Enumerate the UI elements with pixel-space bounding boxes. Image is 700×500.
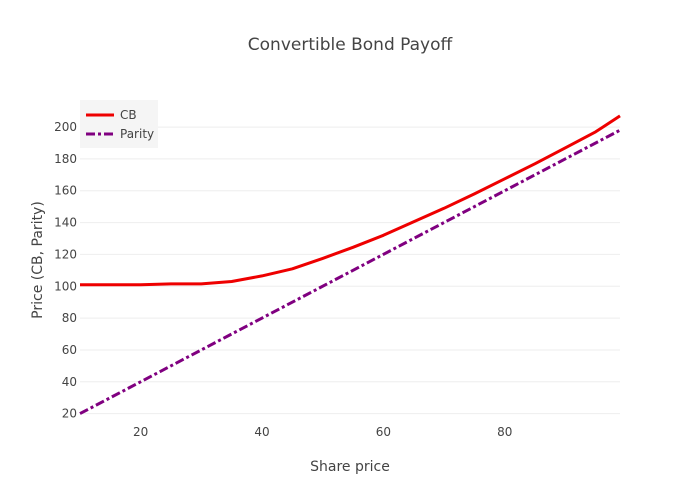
- y-tick-label: 20: [62, 407, 77, 421]
- y-tick-label: 80: [62, 311, 77, 325]
- y-tick-label: 200: [54, 120, 77, 134]
- series-lines: [79, 114, 621, 415]
- y-tick-label: 160: [54, 184, 77, 198]
- legend-background: [80, 100, 158, 148]
- legend-label-parity[interactable]: Parity: [120, 127, 154, 141]
- x-tick-label: 20: [133, 425, 148, 439]
- x-tick-labels: 20 40 60 80: [133, 425, 512, 439]
- legend[interactable]: CB Parity: [80, 100, 158, 148]
- y-tick-label: 140: [54, 216, 77, 230]
- gridlines: [80, 126, 620, 415]
- series-line-cb: [80, 114, 621, 287]
- y-tick-labels: 20 40 60 80 100 120 140 160 180 200: [54, 120, 77, 421]
- x-tick-label: 40: [254, 425, 269, 439]
- y-axis-title: Price (CB, Parity): [30, 201, 46, 319]
- x-tick-label: 80: [497, 425, 512, 439]
- y-tick-label: 40: [62, 375, 77, 389]
- x-tick-label: 60: [376, 425, 391, 439]
- y-tick-label: 60: [62, 343, 77, 357]
- series-line-parity: [79, 128, 621, 415]
- y-tick-label: 100: [54, 279, 77, 293]
- x-axis-title: Share price: [310, 459, 390, 475]
- y-tick-label: 180: [54, 152, 77, 166]
- y-tick-label: 120: [54, 247, 77, 261]
- chart-title: Convertible Bond Payoff: [248, 35, 454, 55]
- legend-label-cb[interactable]: CB: [120, 108, 137, 122]
